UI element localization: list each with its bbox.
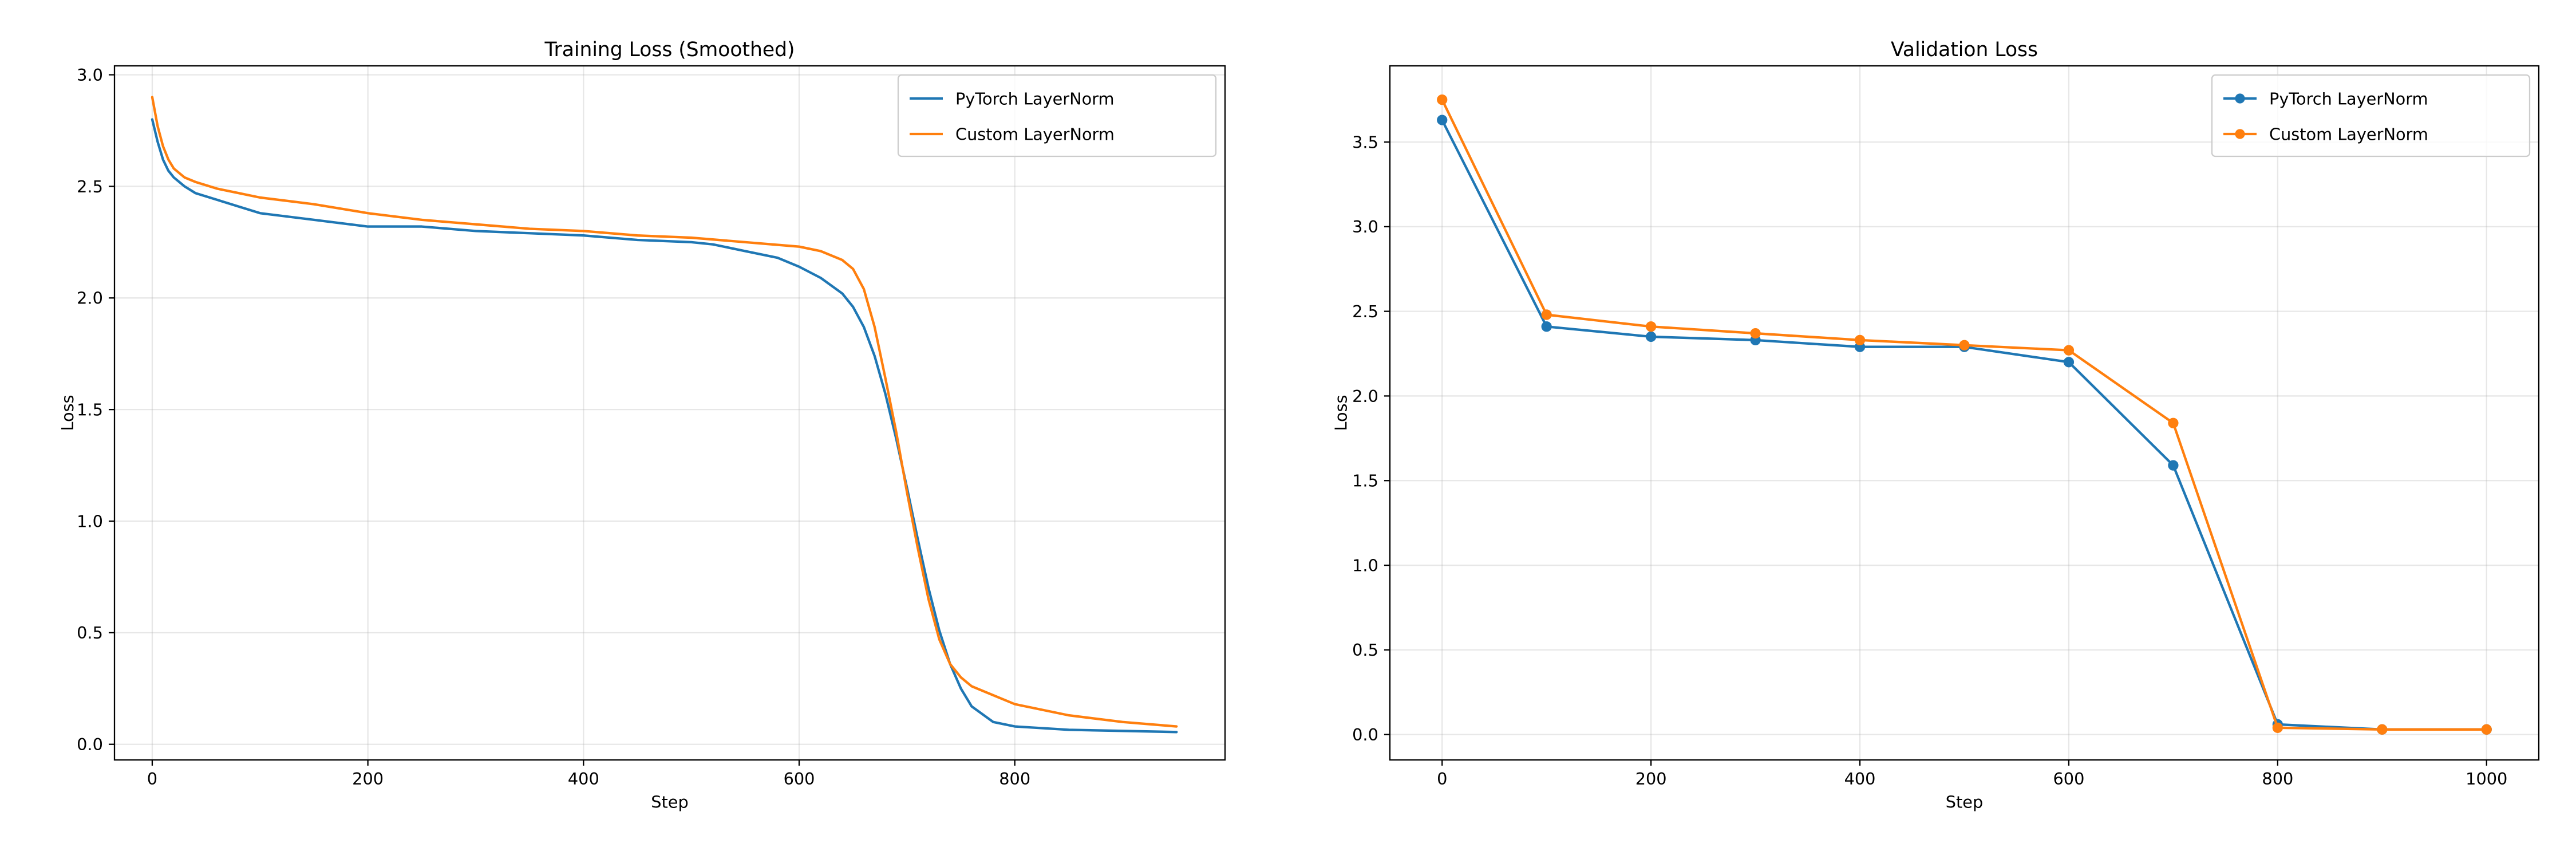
y-tick-label: 3.5 (1352, 132, 1378, 152)
y-tick-label: 0.5 (1352, 640, 1378, 660)
axes-frame (1389, 65, 2540, 761)
y-tick-label: 2.5 (1352, 302, 1378, 321)
training-loss-panel: Training Loss (Smoothed) Step Loss 0 200 4… (58, 38, 1226, 811)
x-tick-label: 0 (147, 769, 157, 789)
data-point (2063, 345, 2075, 356)
grid (114, 66, 1225, 760)
y-tick-label: 0.0 (1352, 725, 1378, 744)
legend-label: Custom LayerNorm (2269, 124, 2428, 144)
data-point (1959, 340, 1970, 350)
series-group (151, 96, 1178, 734)
x-ticks: 0 200 400 600 800 (147, 760, 1030, 789)
x-tick-label: 600 (784, 769, 815, 789)
legend-marker (2235, 129, 2245, 139)
legend-marker (2235, 93, 2245, 104)
y-axis-label: Loss (1331, 395, 1350, 431)
data-point (2481, 724, 2492, 735)
y-tick-label: 3.0 (77, 65, 103, 85)
chart-title: Training Loss (Smoothed) (544, 38, 795, 61)
legend-frame (897, 74, 1217, 157)
data-point (1646, 321, 1657, 332)
legend: PyTorch LayerNorm Custom LayerNorm (897, 74, 1217, 157)
data-point (1437, 94, 1448, 105)
y-ticks: 0.0 0.5 1.0 1.5 2.0 2.5 3.0 3.5 (1352, 132, 1390, 744)
data-point (1750, 328, 1761, 339)
y-tick-label: 1.5 (1352, 471, 1378, 491)
x-tick-label: 800 (999, 769, 1030, 789)
chart-title: Validation Loss (1891, 38, 2038, 61)
y-tick-label: 2.0 (77, 289, 103, 308)
y-ticks: 0.0 0.5 1.0 1.5 2.0 2.5 3.0 (77, 65, 114, 754)
y-tick-label: 2.5 (77, 177, 103, 196)
data-point (1541, 309, 1552, 320)
x-ticks: 0 200 400 600 800 1000 (1437, 760, 2507, 789)
x-axis-label: Step (651, 792, 688, 811)
data-point (1854, 334, 1866, 346)
x-tick-label: 600 (2053, 769, 2085, 789)
data-point (1646, 331, 1657, 342)
legend: PyTorch LayerNorm Custom LayerNorm (2211, 74, 2531, 157)
x-tick-label: 400 (1844, 769, 1876, 789)
y-tick-label: 2.0 (1352, 387, 1378, 406)
legend-label: PyTorch LayerNorm (2269, 89, 2428, 108)
validation-loss-panel: Validation Loss Step Loss 0 200 400 600 800 1… (1331, 38, 2540, 811)
y-tick-label: 3.0 (1352, 217, 1378, 237)
data-point (2272, 722, 2283, 733)
data-point (1437, 115, 1448, 125)
y-tick-label: 0.0 (77, 735, 103, 754)
data-point (2168, 417, 2179, 428)
series-line-1 (151, 96, 1178, 728)
x-tick-label: 0 (1437, 769, 1447, 789)
x-tick-label: 400 (568, 769, 599, 789)
data-point (2168, 460, 2179, 471)
x-tick-label: 1000 (2466, 769, 2507, 789)
y-tick-label: 1.0 (77, 511, 103, 531)
y-axis-label: Loss (58, 395, 77, 431)
x-tick-label: 800 (2262, 769, 2293, 789)
data-point (2377, 724, 2388, 735)
data-point (1541, 321, 1552, 332)
y-tick-label: 1.5 (77, 400, 103, 420)
x-tick-label: 200 (1635, 769, 1667, 789)
legend-label: Custom LayerNorm (955, 124, 1115, 144)
series-line-0 (151, 118, 1178, 734)
axes-frame (113, 65, 1226, 761)
y-tick-label: 1.0 (1352, 555, 1378, 575)
legend-label: PyTorch LayerNorm (955, 89, 1115, 108)
data-point (2063, 357, 2075, 368)
series-group (1437, 94, 2492, 735)
y-tick-label: 0.5 (77, 623, 103, 643)
x-tick-label: 200 (352, 769, 384, 789)
legend-frame (2211, 74, 2531, 157)
x-axis-label: Step (1946, 792, 1983, 811)
grid (1390, 66, 2539, 760)
